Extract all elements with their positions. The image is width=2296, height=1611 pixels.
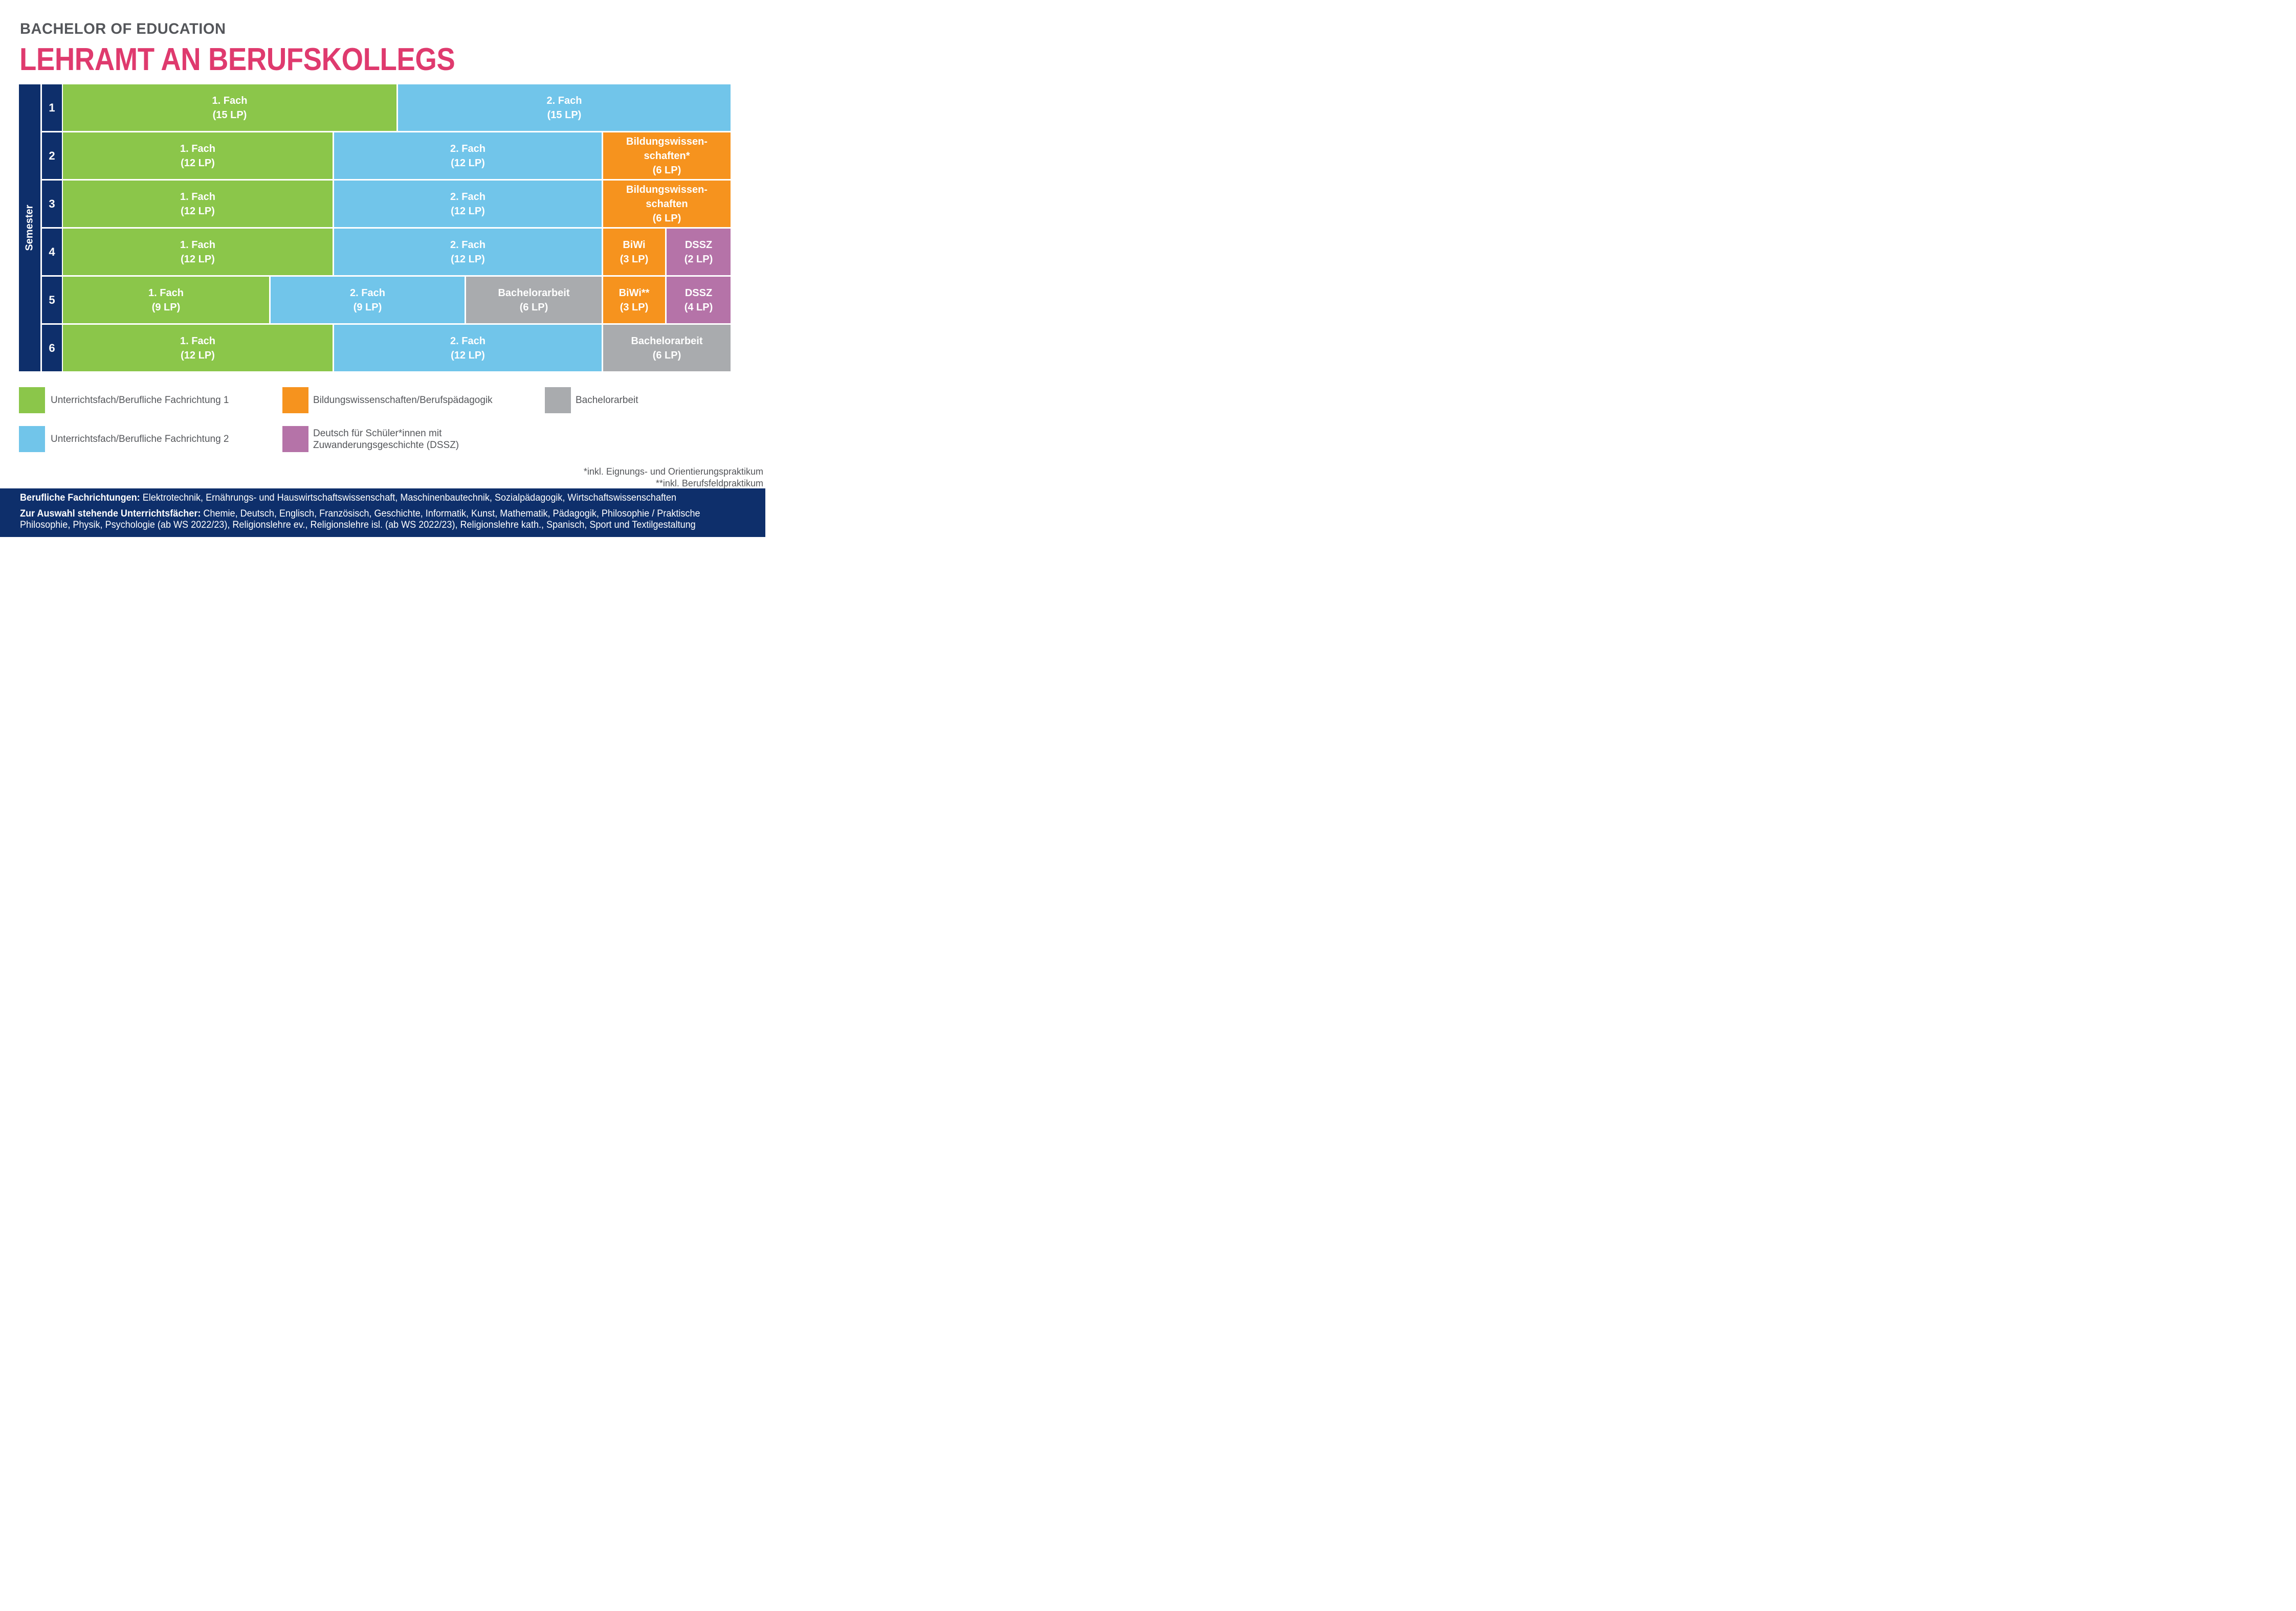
legend-swatch-fach2 xyxy=(19,426,45,452)
module-cell-dssz: DSSZ (2 LP) xyxy=(667,229,731,275)
degree-kicker: BACHELOR OF EDUCATION xyxy=(20,20,226,37)
module-cell-biwi: BiWi (3 LP) xyxy=(603,229,665,275)
footnote-berufsfeldpraktikum: **inkl. Berufsfeldpraktikum xyxy=(655,478,763,488)
legend-label-fach1: Unterrichtsfach/Berufliche Fachrichtung … xyxy=(51,395,229,406)
study-plan-poster: BACHELOR OF EDUCATION LEHRAMT AN BERUFSK… xyxy=(0,0,765,537)
legend-swatch-fach1 xyxy=(19,387,45,413)
legend-swatch-bildungswissenschaften xyxy=(282,387,308,413)
module-cell-biwi: BiWi** (3 LP) xyxy=(603,277,665,323)
module-cell-bachelorarbeit: Bachelorarbeit (6 LP) xyxy=(603,325,731,371)
module-cell-fach2: 2. Fach (12 LP) xyxy=(334,229,602,275)
semester-number-column: 1 2 3 4 5 6 xyxy=(42,84,62,371)
module-cell-fach1: 1. Fach (15 LP) xyxy=(63,84,396,131)
legend-label-bachelorarbeit: Bachelorarbeit xyxy=(576,395,638,406)
module-cell-fach2: 2. Fach (15 LP) xyxy=(398,84,731,131)
module-cell-fach1: 1. Fach (12 LP) xyxy=(63,181,333,227)
semester-number: 1 xyxy=(42,84,62,131)
module-cell-bildungswissenschaften: Bildungswissen- schaften* (6 LP) xyxy=(603,132,731,179)
semester-number: 6 xyxy=(42,325,62,371)
footer-band: Berufliche Fachrichtungen: Elektrotechni… xyxy=(0,488,765,537)
footer-p2-line1: Chemie, Deutsch, Englisch, Französisch, … xyxy=(201,508,700,519)
curriculum-table: 1. Fach (15 LP) 2. Fach (15 LP) 1. Fach … xyxy=(63,84,731,371)
module-cell-fach2: 2. Fach (9 LP) xyxy=(271,277,465,323)
module-cell-fach1: 1. Fach (12 LP) xyxy=(63,229,333,275)
module-cell-fach1: 1. Fach (9 LP) xyxy=(63,277,269,323)
table-row-semester-4: 1. Fach (12 LP) 2. Fach (12 LP) BiWi (3 … xyxy=(63,229,731,275)
module-cell-fach2: 2. Fach (12 LP) xyxy=(334,325,602,371)
footer-p1-prefix: Berufliche Fachrichtungen: xyxy=(20,493,140,503)
footer-p1-text: Elektrotechnik, Ernährungs- und Hauswirt… xyxy=(140,493,677,503)
table-row-semester-3: 1. Fach (12 LP) 2. Fach (12 LP) Bildungs… xyxy=(63,181,731,227)
semester-axis-bar: Semester xyxy=(19,84,40,371)
footer-unterrichtsfaecher: Zur Auswahl stehende Unterrichtsfächer: … xyxy=(20,508,709,531)
table-row-semester-5: 1. Fach (9 LP) 2. Fach (9 LP) Bachelorar… xyxy=(63,277,731,323)
semester-number: 4 xyxy=(42,229,62,275)
semester-number: 3 xyxy=(42,181,62,227)
module-cell-fach1: 1. Fach (12 LP) xyxy=(63,132,333,179)
footer-p2-line2: Philosophie, Physik, Psychologie (ab WS … xyxy=(20,520,696,530)
semester-axis-label: Semester xyxy=(24,205,35,251)
legend-label-dssz: Deutsch für Schüler*innen mit Zuwanderun… xyxy=(313,428,459,451)
table-row-semester-2: 1. Fach (12 LP) 2. Fach (12 LP) Bildungs… xyxy=(63,132,731,179)
legend-label-bildungswissenschaften: Bildungswissenschaften/Berufspädagogik xyxy=(313,395,493,406)
semester-number: 5 xyxy=(42,277,62,323)
module-cell-dssz: DSSZ (4 LP) xyxy=(667,277,731,323)
legend-label-fach2: Unterrichtsfach/Berufliche Fachrichtung … xyxy=(51,434,229,444)
legend-swatch-bachelorarbeit xyxy=(545,387,571,413)
module-cell-fach1: 1. Fach (12 LP) xyxy=(63,325,333,371)
module-cell-bildungswissenschaften: Bildungswissen- schaften (6 LP) xyxy=(603,181,731,227)
footer-p2-prefix: Zur Auswahl stehende Unterrichtsfächer: xyxy=(20,508,201,519)
module-cell-bachelorarbeit: Bachelorarbeit (6 LP) xyxy=(466,277,602,323)
table-row-semester-6: 1. Fach (12 LP) 2. Fach (12 LP) Bachelor… xyxy=(63,325,731,371)
footnotes: *inkl. Eignungs- und Orientierungsprakti… xyxy=(584,466,763,489)
table-row-semester-1: 1. Fach (15 LP) 2. Fach (15 LP) xyxy=(63,84,731,131)
module-cell-fach2: 2. Fach (12 LP) xyxy=(334,181,602,227)
footnote-eignungspraktikum: *inkl. Eignungs- und Orientierungsprakti… xyxy=(583,466,763,477)
legend-swatch-dssz xyxy=(282,426,308,452)
footer-berufliche-fachrichtungen: Berufliche Fachrichtungen: Elektrotechni… xyxy=(20,493,709,504)
page-title: LEHRAMT AN BERUFSKOLLEGS xyxy=(19,42,455,77)
semester-number: 2 xyxy=(42,132,62,179)
module-cell-fach2: 2. Fach (12 LP) xyxy=(334,132,602,179)
